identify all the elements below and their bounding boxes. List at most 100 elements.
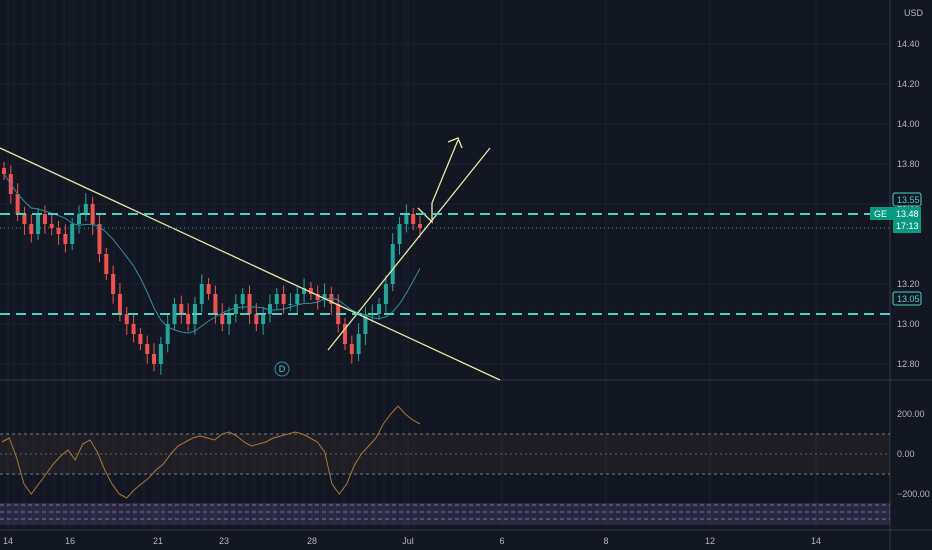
candle[interactable]: [342, 318, 347, 350]
candle[interactable]: [172, 298, 177, 330]
candle[interactable]: [377, 298, 382, 320]
time-axis-label: 23: [219, 536, 229, 546]
candle-body: [418, 224, 422, 228]
session-stripe: [292, 0, 296, 530]
candle[interactable]: [152, 343, 157, 372]
price-axis-label: 14.00: [897, 119, 920, 129]
projection-arrow-head: [447, 137, 463, 149]
candle[interactable]: [179, 295, 184, 324]
session-marker[interactable]: D: [274, 361, 290, 377]
candle[interactable]: [42, 205, 47, 234]
candle[interactable]: [322, 283, 327, 308]
candle[interactable]: [315, 285, 320, 310]
uptrend-line[interactable]: [327, 147, 491, 351]
candle-body: [247, 294, 252, 314]
candle[interactable]: [308, 282, 313, 300]
candle[interactable]: [186, 303, 191, 332]
candle[interactable]: [49, 213, 54, 236]
candle[interactable]: [104, 248, 109, 280]
candle[interactable]: [124, 306, 129, 335]
candle[interactable]: [302, 278, 307, 303]
candle-body: [131, 324, 136, 334]
candle-body: [240, 294, 245, 304]
candle[interactable]: [363, 306, 368, 345]
candle[interactable]: [227, 306, 232, 335]
candle[interactable]: [77, 205, 82, 234]
session-stripe: [62, 0, 66, 530]
candle[interactable]: [254, 303, 259, 332]
candle[interactable]: [29, 214, 34, 243]
candle-body: [288, 304, 293, 305]
candle[interactable]: [199, 274, 204, 313]
candle-body: [36, 214, 41, 234]
candle[interactable]: [220, 303, 225, 332]
candle[interactable]: [111, 265, 116, 304]
candle[interactable]: [261, 306, 266, 335]
candle-body: [267, 304, 272, 314]
candle[interactable]: [240, 288, 245, 310]
session-stripe: [112, 0, 116, 530]
moving-average-line: [3, 173, 421, 334]
pullback-arrow[interactable]: [417, 203, 433, 224]
horizontal-levels[interactable]: [0, 213, 890, 315]
indicator-line[interactable]: [1, 405, 421, 499]
candle[interactable]: [206, 278, 211, 300]
candle[interactable]: [56, 220, 61, 245]
candle[interactable]: [158, 336, 163, 375]
upper-level-tag[interactable]: 13.55: [892, 192, 922, 207]
candle[interactable]: [131, 314, 136, 343]
candle[interactable]: [274, 288, 279, 310]
candle-body: [70, 224, 75, 244]
time-axis[interactable]: 14 16 21 23 28 Jul 6 8 12 14: [3, 536, 821, 546]
projection-arrow-shaft[interactable]: [431, 139, 459, 204]
time-axis-label: 8: [603, 536, 608, 546]
candle-body: [179, 304, 184, 314]
candle[interactable]: [288, 293, 293, 312]
session-stripe: [282, 0, 286, 530]
candle-body: [83, 204, 88, 214]
candle-body: [63, 234, 68, 244]
candle-body: [152, 354, 157, 364]
candle[interactable]: [165, 314, 170, 353]
session-stripe: [92, 0, 96, 530]
candle[interactable]: [267, 294, 272, 323]
candle-body: [2, 168, 6, 174]
candle[interactable]: [97, 214, 102, 263]
session-stripe: [402, 0, 406, 530]
candle[interactable]: [404, 204, 409, 233]
candle[interactable]: [397, 216, 402, 255]
candle[interactable]: [295, 286, 300, 315]
indicator-axis[interactable]: 200.00 0.00 −200.00: [897, 409, 930, 499]
candle[interactable]: [411, 208, 416, 230]
candle[interactable]: [383, 275, 388, 314]
last-price-tag[interactable]: GE 13.48 17:13: [870, 207, 921, 233]
candle[interactable]: [83, 193, 88, 222]
candle[interactable]: [390, 233, 395, 292]
lower-level-tag[interactable]: 13.05: [892, 291, 922, 306]
session-stripe: [122, 0, 126, 530]
candle[interactable]: [356, 323, 361, 362]
candle[interactable]: [329, 286, 334, 315]
candle[interactable]: [22, 206, 27, 235]
candle[interactable]: [138, 328, 143, 350]
session-stripe: [322, 0, 326, 530]
candle[interactable]: [145, 335, 150, 364]
time-axis-label: 16: [65, 536, 75, 546]
candle-body: [29, 224, 34, 234]
candle[interactable]: [349, 335, 354, 364]
candle[interactable]: [63, 224, 68, 253]
candle[interactable]: [418, 215, 422, 238]
candle-body: [77, 214, 82, 224]
price-axis-label: 13.20: [897, 279, 920, 289]
time-axis-label: 14: [811, 536, 821, 546]
candle[interactable]: [2, 162, 6, 180]
currency-label[interactable]: USD: [904, 8, 924, 18]
indicator-pane[interactable]: [0, 405, 890, 525]
candle-body: [227, 314, 232, 324]
drawing-tools[interactable]: [0, 137, 501, 381]
candle-body: [97, 224, 102, 254]
downtrend-line[interactable]: [0, 147, 501, 381]
candle[interactable]: [247, 285, 252, 324]
